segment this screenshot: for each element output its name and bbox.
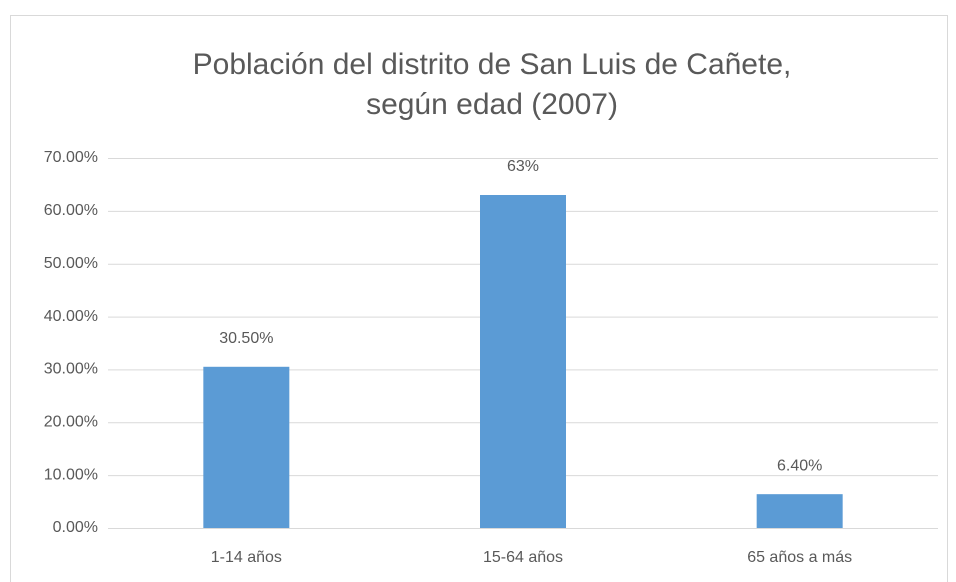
- bar: [756, 494, 843, 528]
- y-tick-label: 0.00%: [53, 519, 98, 536]
- x-tick-label: 15-64 años: [483, 549, 563, 566]
- y-tick-label: 60.00%: [44, 202, 98, 219]
- bar: [480, 195, 566, 528]
- y-tick-label: 10.00%: [44, 466, 98, 483]
- y-tick-label: 70.00%: [44, 149, 98, 166]
- chart-border: [10, 15, 948, 582]
- y-tick-label: 50.00%: [44, 255, 98, 272]
- data-label: 6.40%: [777, 457, 822, 474]
- y-tick-label: 40.00%: [44, 308, 98, 325]
- y-tick-label: 20.00%: [44, 414, 98, 431]
- bar: [203, 366, 290, 528]
- x-tick-label: 65 años a más: [747, 549, 852, 566]
- data-label: 30.50%: [219, 330, 273, 347]
- y-tick-label: 30.00%: [44, 361, 98, 378]
- chart-title: Población del distrito de San Luis de Ca…: [193, 48, 792, 81]
- chart-title: según edad (2007): [366, 88, 618, 121]
- x-tick-label: 1-14 años: [211, 549, 282, 566]
- data-label: 63%: [507, 158, 539, 175]
